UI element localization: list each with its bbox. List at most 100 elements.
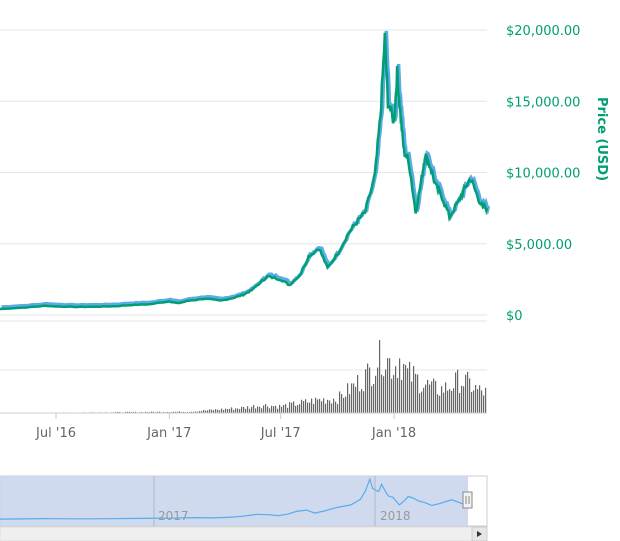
volume-bar [237,408,239,413]
volume-bar [275,405,277,413]
volume-bar [253,405,255,413]
navigator-label-2017: 2017 [158,509,189,523]
volume-bar [391,378,393,413]
volume-bar [375,375,377,413]
navigator-selected-range[interactable] [0,476,468,526]
volume-bar [251,406,253,413]
volume-bar [349,394,351,413]
volume-bar [295,405,297,413]
volume-bar [281,406,283,413]
volume-bar [407,368,409,413]
volume-bar [255,408,257,413]
volume-bar [379,340,381,413]
volume-bar [179,411,181,413]
volume-bar [353,383,355,413]
volume-bar [319,398,321,413]
y-tick-label: $10,000.00 [506,167,580,182]
volume-bar [305,399,307,413]
volume-bar [145,411,147,413]
volume-bar [289,402,291,413]
volume-bar [461,385,463,413]
volume-bar [217,409,219,413]
volume-bar [245,408,247,413]
volume-bar [203,410,205,413]
price-line-shadow [1,30,491,309]
volume-bar [221,408,223,413]
navigator-series [0,477,468,520]
volume-bar [225,408,227,413]
volume-bar [117,411,119,413]
volume-bar [195,411,197,413]
volume-bar [173,411,175,413]
volume-bar [327,399,329,413]
volume-bar [307,402,309,413]
volume-bar [243,406,245,413]
volume-series [49,340,487,413]
volume-bar [309,402,311,413]
volume-bar [233,409,235,413]
volume-bar [211,409,213,413]
volume-bar [339,391,341,413]
volume-bar [395,366,397,413]
volume-bar [469,378,471,413]
x-tick-label: Jan '17 [146,426,191,441]
volume-bar [449,389,451,413]
volume-bar [389,358,391,413]
volume-bar [451,390,453,413]
volume-bar [209,409,211,413]
volume-bar [413,366,415,413]
volume-bar [437,394,439,413]
volume-bar [197,411,199,413]
x-tick-label: Jul '16 [35,426,76,441]
x-tick-label: Jan '18 [371,426,416,441]
volume-bar [191,411,193,413]
volume-bar [287,407,289,413]
volume-bar [231,407,233,413]
volume-bar [355,386,357,413]
volume-bar [409,361,411,413]
volume-bar [263,405,265,413]
navigator-handle[interactable] [462,491,473,509]
volume-bar [311,398,313,413]
volume-bar [481,390,483,413]
volume-bar [343,397,345,413]
volume-bar [293,401,295,413]
volume-bar [365,369,367,413]
volume-bar [301,399,303,413]
volume-bar [335,401,337,413]
volume-bar [193,411,195,413]
volume-bar [325,403,327,413]
volume-bar [297,405,299,413]
volume-bar [267,406,269,413]
volume-bar [415,373,417,413]
volume-bar [419,393,421,413]
y-tick-label: $20,000.00 [506,24,580,39]
volume-bar [421,391,423,413]
volume-bar [359,391,361,413]
volume-bar [473,390,475,413]
volume-bar [347,383,349,413]
volume-bar [405,365,407,413]
grid-lines [0,29,487,371]
volume-bar [399,358,401,413]
volume-bar [125,411,127,413]
volume-bar [215,409,217,413]
y-tick-label: $5,000.00 [506,238,572,253]
volume-bar [457,369,459,413]
volume-bar [331,403,333,413]
volume-bar [283,404,285,413]
volume-bar [369,367,371,413]
volume-bar [127,411,129,413]
volume-bar [463,386,465,413]
volume-bar [363,391,365,413]
navigator[interactable]: 2017 2018 [0,475,488,541]
volume-bar [159,411,161,413]
volume-bar [199,411,201,413]
volume-bar [229,408,231,413]
navigator-scrollbar[interactable] [0,526,488,541]
volume-bar [257,406,259,413]
volume-bar [441,386,443,413]
volume-bar [425,384,427,413]
volume-bar [367,363,369,413]
volume-bar [459,393,461,413]
